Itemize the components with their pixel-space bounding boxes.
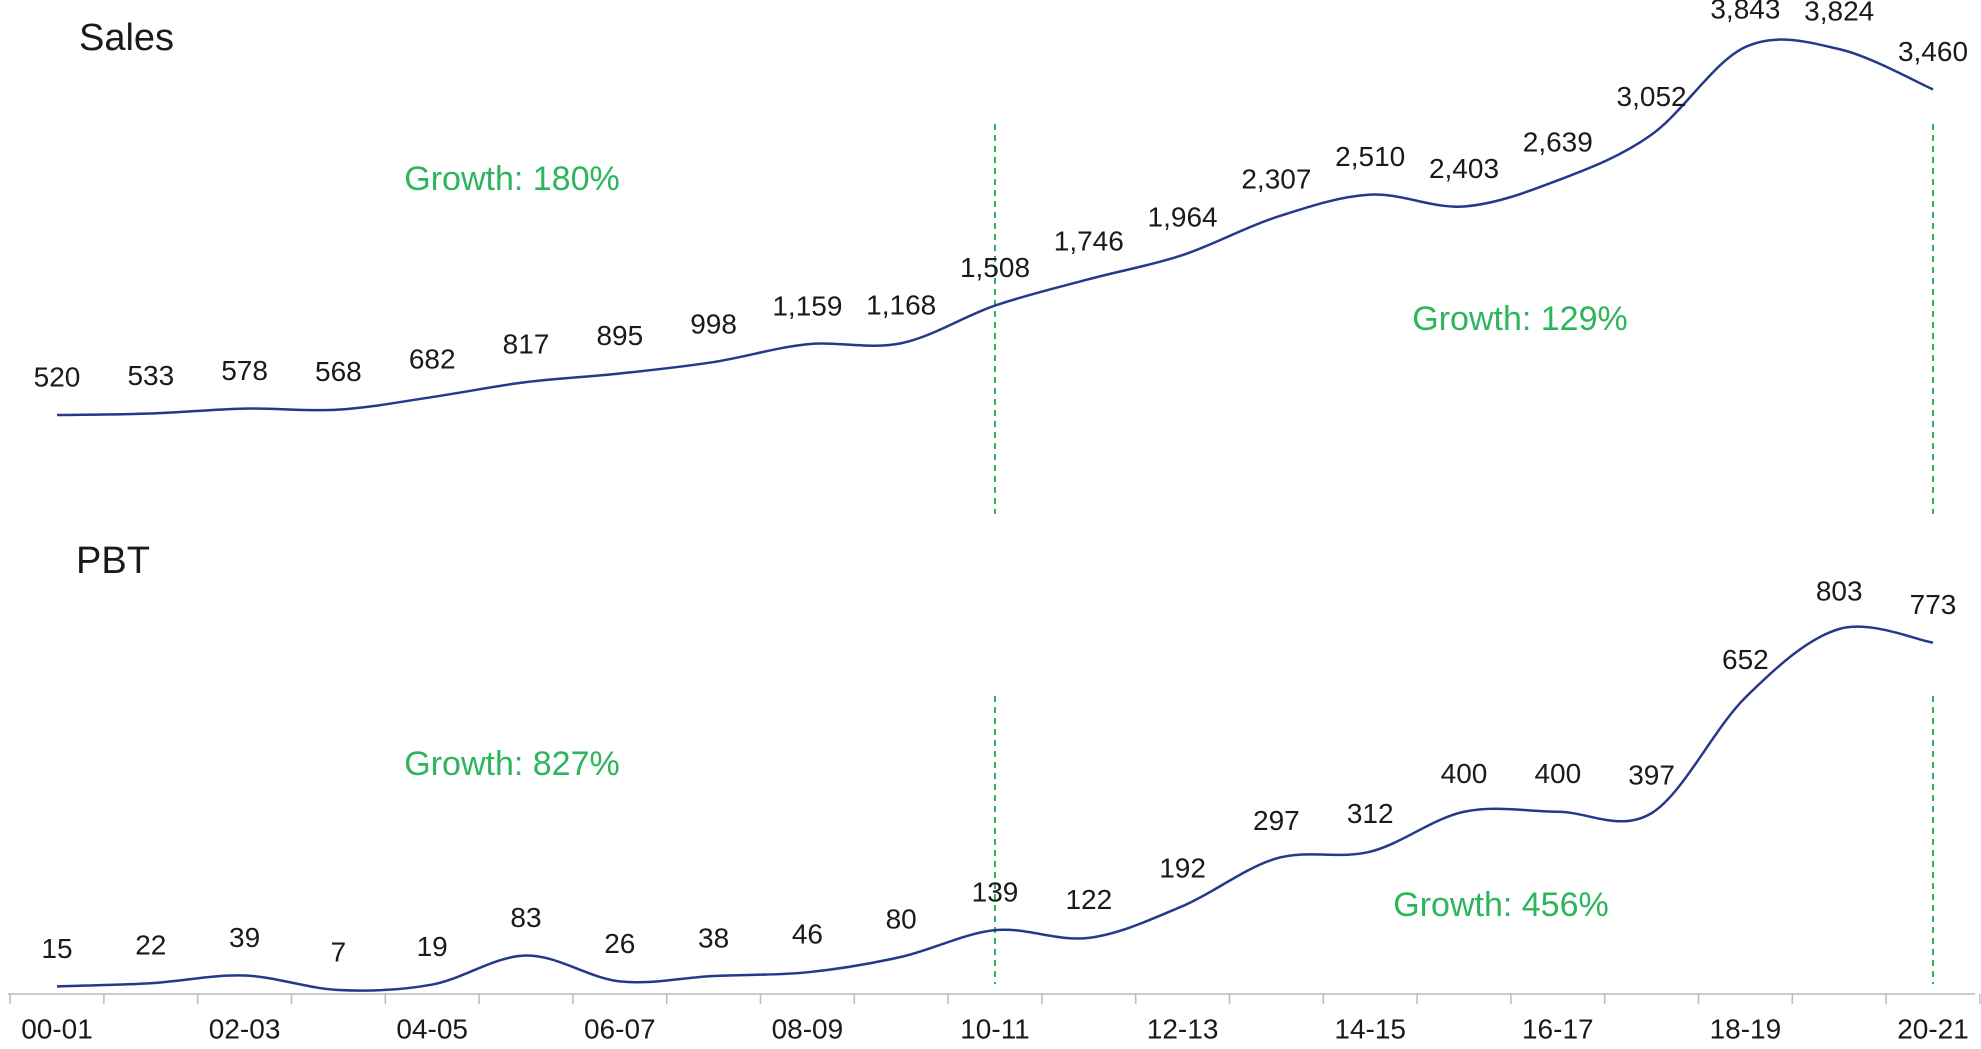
data-label: 297 <box>1253 805 1300 836</box>
data-label: 26 <box>604 928 635 959</box>
x-tick-label: 04-05 <box>396 1013 468 1044</box>
data-label: 139 <box>972 877 1019 908</box>
data-label: 2,510 <box>1335 141 1405 172</box>
data-label: 998 <box>690 308 737 339</box>
data-label: 312 <box>1347 798 1394 829</box>
data-label: 652 <box>1722 644 1769 675</box>
data-label: 397 <box>1628 760 1675 791</box>
data-label: 19 <box>417 931 448 962</box>
data-label: 15 <box>41 933 72 964</box>
data-label: 533 <box>127 360 174 391</box>
data-label: 1,159 <box>772 291 842 322</box>
data-label: 1,746 <box>1054 226 1124 257</box>
data-label: 817 <box>503 328 550 359</box>
line <box>56 625 1934 992</box>
data-label: 7 <box>331 936 347 967</box>
data-label: 22 <box>135 930 166 961</box>
data-label: 895 <box>596 320 643 351</box>
data-label: 83 <box>510 902 541 933</box>
data-label: 682 <box>409 343 456 374</box>
data-label: 80 <box>886 903 917 934</box>
x-tick-label: 12-13 <box>1147 1013 1219 1044</box>
x-tick-label: 08-09 <box>772 1013 844 1044</box>
data-label: 39 <box>229 922 260 953</box>
data-label: 3,824 <box>1804 0 1874 26</box>
data-label: 1,168 <box>866 290 936 321</box>
x-tick-label: 20-21 <box>1897 1013 1969 1044</box>
data-label: 46 <box>792 919 823 950</box>
data-label: 803 <box>1816 575 1863 606</box>
data-label: 400 <box>1441 758 1488 789</box>
line <box>56 38 1934 417</box>
data-label: 3,843 <box>1710 0 1780 24</box>
annotation: Growth: 456% <box>1393 886 1608 924</box>
x-tick-label: 00-01 <box>21 1013 93 1044</box>
data-label: 520 <box>34 361 81 392</box>
annotation: Growth: 129% <box>1412 300 1627 338</box>
x-tick-label: 18-19 <box>1710 1013 1782 1044</box>
data-label: 568 <box>315 356 362 387</box>
data-label: 122 <box>1065 884 1112 915</box>
data-label: 400 <box>1534 758 1581 789</box>
data-label: 1,508 <box>960 252 1030 283</box>
data-label: 578 <box>221 355 268 386</box>
annotation: Growth: 827% <box>404 745 619 783</box>
data-label: 192 <box>1159 852 1206 883</box>
data-label: 3,460 <box>1898 36 1968 67</box>
data-label: 2,403 <box>1429 153 1499 184</box>
x-tick-label: 14-15 <box>1334 1013 1406 1044</box>
x-tick-label: 06-07 <box>584 1013 656 1044</box>
x-tick-label: 16-17 <box>1522 1013 1594 1044</box>
chart-title: Sales <box>79 17 174 59</box>
data-label: 1,964 <box>1148 201 1218 232</box>
chart-title: PBT <box>76 540 150 582</box>
data-label: 2,639 <box>1523 127 1593 158</box>
data-label: 2,307 <box>1241 163 1311 194</box>
annotation: Growth: 180% <box>404 160 619 198</box>
x-tick-label: 10-11 <box>960 1013 1030 1044</box>
data-label: 3,052 <box>1617 81 1687 112</box>
data-label: 38 <box>698 922 729 953</box>
data-label: 773 <box>1910 589 1957 620</box>
x-tick-label: 02-03 <box>209 1013 281 1044</box>
